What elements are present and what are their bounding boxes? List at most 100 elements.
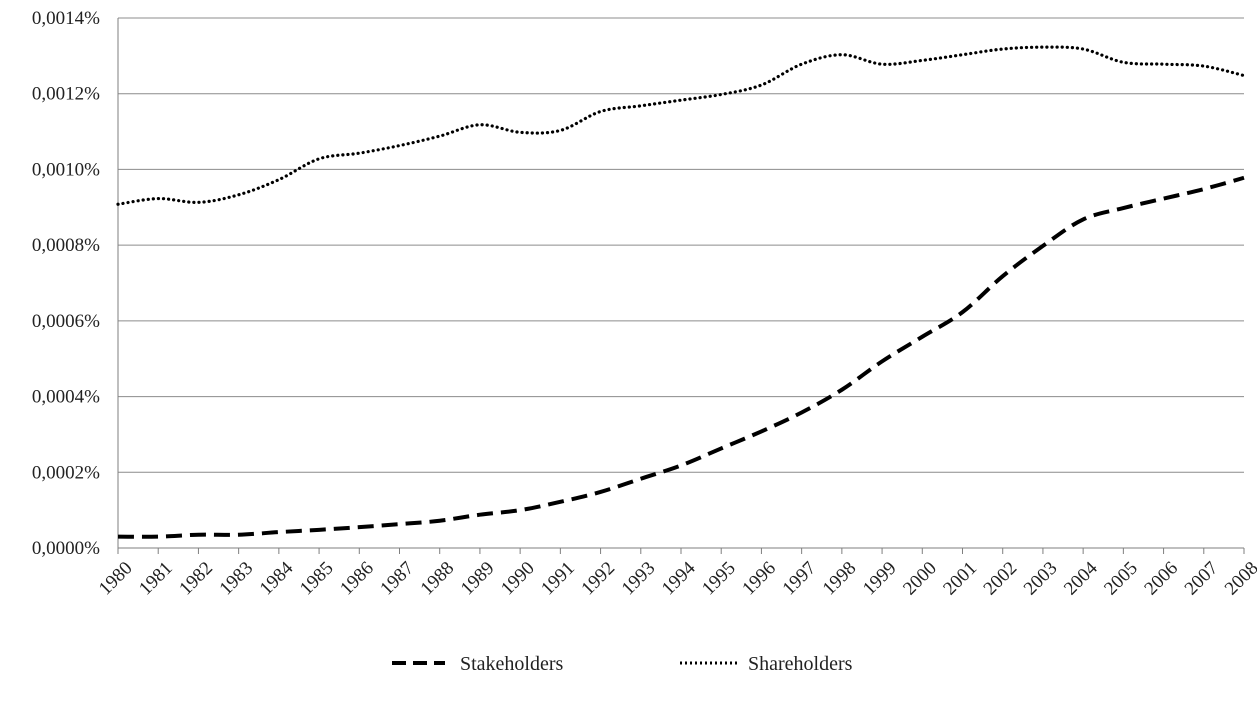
- data-point-shareholders: [1081, 47, 1085, 51]
- data-point-stakeholders: [719, 446, 723, 450]
- legend-label-stakeholders: Stakeholders: [460, 653, 564, 675]
- y-tick-label: 0,0004%: [32, 387, 100, 408]
- data-point-shareholders: [156, 197, 160, 201]
- data-point-stakeholders: [116, 535, 120, 539]
- x-tick-label: 1988: [417, 558, 459, 600]
- data-point-shareholders: [277, 178, 281, 182]
- data-point-stakeholders: [1202, 187, 1206, 191]
- data-point-shareholders: [599, 110, 603, 114]
- data-point-stakeholders: [1041, 244, 1045, 248]
- x-tick-label: 1997: [779, 558, 821, 600]
- data-point-stakeholders: [156, 535, 160, 539]
- x-tick-label: 2003: [1020, 558, 1062, 600]
- x-tick-label: 1996: [738, 558, 780, 600]
- series-layer: [116, 45, 1246, 539]
- x-tick-label: 2008: [1221, 558, 1257, 600]
- data-point-stakeholders: [759, 429, 763, 433]
- data-point-stakeholders: [1121, 206, 1125, 210]
- data-point-stakeholders: [1081, 217, 1085, 221]
- data-point-stakeholders: [398, 522, 402, 526]
- data-point-stakeholders: [237, 533, 241, 537]
- data-point-shareholders: [116, 202, 120, 206]
- x-tick-label: 1992: [577, 558, 619, 600]
- data-point-stakeholders: [679, 463, 683, 467]
- x-tick-label: 2004: [1060, 557, 1102, 599]
- x-tick-label: 1984: [256, 557, 298, 599]
- data-point-stakeholders: [639, 477, 643, 481]
- y-tick-label: 0,0000%: [32, 538, 100, 559]
- x-tick-label: 2005: [1100, 558, 1142, 600]
- x-tick-label: 2007: [1181, 558, 1223, 600]
- axes: [117, 18, 1244, 549]
- data-point-stakeholders: [1242, 176, 1246, 180]
- data-point-stakeholders: [317, 528, 321, 532]
- y-tick-label: 0,0012%: [32, 84, 100, 105]
- data-point-shareholders: [1202, 64, 1206, 68]
- data-point-shareholders: [1001, 47, 1005, 51]
- x-tick-label: 1986: [336, 558, 378, 600]
- data-point-stakeholders: [196, 533, 200, 537]
- data-point-stakeholders: [438, 519, 442, 523]
- data-point-shareholders: [759, 83, 763, 87]
- data-point-shareholders: [1121, 60, 1125, 64]
- x-tick-labels: 1980198119821983198419851986198719881989…: [95, 548, 1257, 599]
- y-tick-label: 0,0010%: [32, 159, 100, 180]
- x-tick-label: 1980: [95, 558, 137, 600]
- data-point-stakeholders: [357, 525, 361, 529]
- data-point-shareholders: [880, 62, 884, 66]
- data-point-shareholders: [478, 123, 482, 127]
- x-tick-label: 1993: [618, 558, 660, 600]
- data-point-stakeholders: [1162, 197, 1166, 201]
- series-line-stakeholders: [117, 175, 1245, 539]
- x-tick-label: 2000: [899, 558, 941, 600]
- data-point-stakeholders: [478, 513, 482, 517]
- x-tick-label: 1990: [497, 558, 539, 600]
- data-point-shareholders: [237, 193, 241, 197]
- y-tick-label: 0,0014%: [32, 8, 100, 29]
- data-point-shareholders: [357, 151, 361, 155]
- data-point-shareholders: [920, 58, 924, 62]
- data-point-shareholders: [518, 130, 522, 134]
- data-point-shareholders: [398, 144, 402, 148]
- data-point-shareholders: [1242, 74, 1246, 78]
- series-line-shareholders: [116, 45, 1246, 206]
- x-tick-label: 1987: [376, 558, 418, 600]
- x-tick-label: 2006: [1140, 558, 1182, 600]
- data-point-shareholders: [1162, 62, 1166, 66]
- data-point-stakeholders: [840, 388, 844, 392]
- y-tick-label: 0,0008%: [32, 235, 100, 256]
- data-point-shareholders: [558, 128, 562, 132]
- x-tick-label: 1981: [135, 558, 177, 600]
- legend-label-shareholders: Shareholders: [748, 653, 853, 675]
- legend: Stakeholders Shareholders: [392, 653, 853, 675]
- x-tick-label: 1999: [859, 558, 901, 600]
- gridlines: [118, 17, 1244, 473]
- data-point-stakeholders: [920, 335, 924, 339]
- data-point-shareholders: [639, 104, 643, 108]
- y-tick-label: 0,0002%: [32, 462, 100, 483]
- x-tick-label: 1985: [296, 558, 338, 600]
- data-point-stakeholders: [277, 530, 281, 534]
- data-point-shareholders: [719, 92, 723, 96]
- data-point-stakeholders: [599, 490, 603, 494]
- x-tick-label: 1982: [175, 558, 217, 600]
- data-point-shareholders: [317, 157, 321, 161]
- x-tick-label: 1983: [216, 558, 258, 600]
- data-point-shareholders: [800, 62, 804, 66]
- data-point-stakeholders: [518, 508, 522, 512]
- x-tick-label: 1989: [457, 558, 499, 600]
- data-point-shareholders: [196, 200, 200, 204]
- data-point-stakeholders: [800, 410, 804, 414]
- x-tick-label: 2001: [939, 558, 981, 600]
- data-point-stakeholders: [1001, 274, 1005, 278]
- x-tick-label: 2002: [980, 558, 1022, 600]
- data-point-stakeholders: [880, 359, 884, 363]
- data-point-shareholders: [679, 98, 683, 102]
- x-tick-label: 1991: [537, 558, 579, 600]
- x-tick-label: 1995: [698, 558, 740, 600]
- y-tick-labels: 0,0000% 0,0002% 0,0004% 0,0006% 0,0008% 0,001…: [32, 8, 100, 559]
- data-point-shareholders: [438, 134, 442, 138]
- y-tick-label: 0,0006%: [32, 311, 100, 332]
- data-point-shareholders: [961, 53, 965, 57]
